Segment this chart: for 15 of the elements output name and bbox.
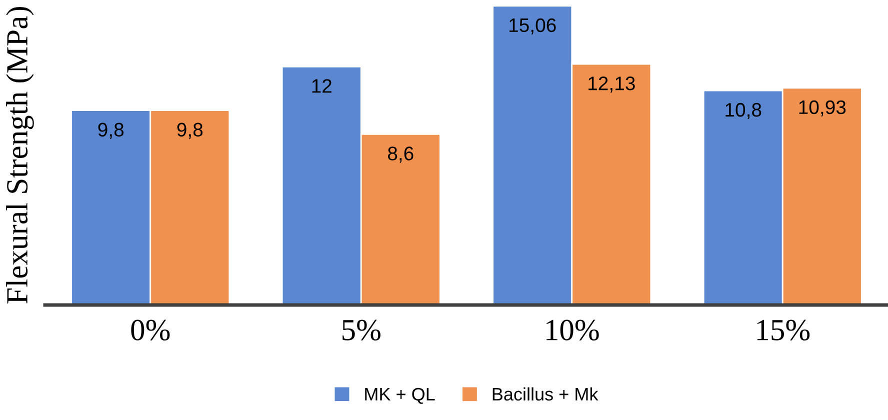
x-tick-label: 5% xyxy=(342,320,380,340)
data-label: 12,13 xyxy=(588,76,635,93)
data-label: 15,06 xyxy=(510,18,556,34)
data-label: 10,93 xyxy=(799,100,846,116)
x-tick-label: 0% xyxy=(131,320,170,340)
data-label: 9,8 xyxy=(98,122,124,139)
data-label: 9,8 xyxy=(177,122,203,139)
data-label: 12 xyxy=(312,79,332,93)
data-label: 10,8 xyxy=(726,102,762,119)
legend-label: MK + QL xyxy=(365,388,435,404)
data-label: 8,6 xyxy=(388,146,414,163)
legend-label: Bacillus + Mk xyxy=(492,387,598,401)
y-axis-title: Flexural Strength (MPa) xyxy=(6,6,34,304)
x-tick-label: 10% xyxy=(546,320,599,340)
x-tick-label: 15% xyxy=(757,320,810,340)
